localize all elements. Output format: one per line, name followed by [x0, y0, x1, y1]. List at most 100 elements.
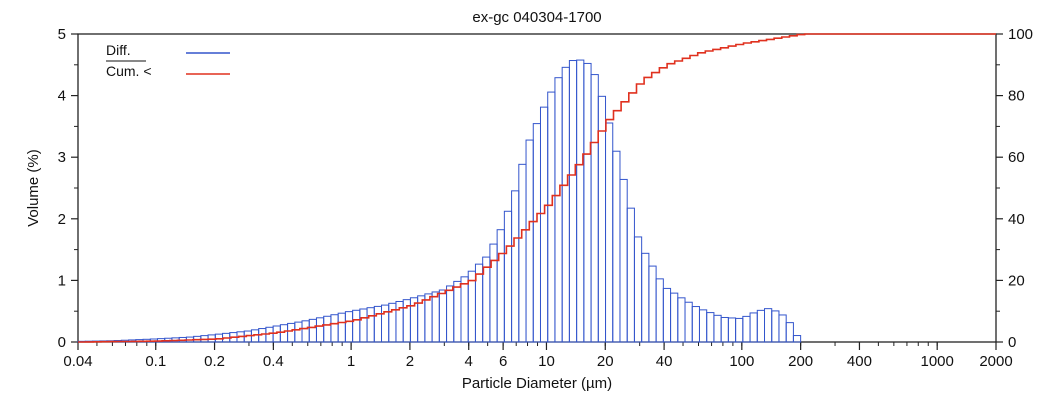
diff-bar — [583, 62, 592, 343]
y-axis-label: Volume (%) — [25, 149, 42, 227]
diff-bar — [301, 320, 310, 343]
diff-bar — [785, 322, 794, 343]
x-tick-label: 2 — [406, 353, 414, 370]
x-tick-label: 100 — [729, 353, 754, 370]
x-tick-label: 0.4 — [263, 353, 284, 370]
diff-bar — [511, 190, 520, 343]
diff-bar — [698, 309, 708, 343]
diff-bar — [496, 229, 505, 343]
diff-bar — [706, 312, 715, 343]
diff-bar — [576, 59, 585, 343]
diff-bar — [308, 318, 317, 343]
diff-bar — [619, 178, 628, 343]
diff-bar — [518, 163, 527, 343]
diff-bar — [424, 293, 433, 343]
x-tick-label: 0.04 — [63, 353, 92, 370]
diff-bar — [366, 307, 375, 343]
diff-bar — [655, 278, 664, 343]
diff-bar — [344, 311, 354, 343]
diff-bar — [431, 291, 440, 343]
diff-series — [77, 59, 802, 343]
diff-bar — [670, 292, 679, 343]
diff-bar — [612, 150, 621, 343]
x-tick-label: 400 — [847, 353, 872, 370]
y2-tick-label: 0 — [1008, 334, 1016, 351]
diff-bar — [713, 314, 722, 343]
diff-bar — [662, 287, 672, 343]
x-tick-label: 20 — [597, 353, 614, 370]
diff-bar — [467, 270, 476, 343]
diff-bar — [287, 322, 296, 343]
diff-bar — [597, 95, 607, 343]
diff-bar — [337, 312, 346, 343]
diff-bar — [720, 316, 729, 343]
diff-bar — [648, 265, 657, 343]
diff-bar — [778, 314, 787, 343]
diff-bar — [677, 297, 686, 343]
legend: Diff. Cum. < — [106, 42, 230, 79]
diff-bar — [532, 123, 541, 343]
diff-bar — [373, 305, 383, 343]
y2-tick-label: 60 — [1008, 149, 1025, 166]
diff-bar — [279, 324, 289, 343]
chart-title: ex-gc 040304-1700 — [472, 9, 601, 26]
y2-tick-label: 40 — [1008, 211, 1025, 228]
diff-bar — [438, 289, 448, 343]
diff-bar — [749, 312, 758, 343]
diff-bar — [568, 60, 578, 343]
diff-bar — [771, 310, 780, 343]
diff-bar — [453, 280, 462, 343]
y-tick-label: 5 — [58, 26, 66, 43]
legend-label-diff: Diff. — [106, 42, 131, 58]
diff-bar — [359, 308, 368, 343]
diff-bar — [735, 317, 744, 343]
diff-bar — [323, 315, 332, 343]
y-tick-label: 1 — [58, 272, 66, 289]
x-tick-label: 1000 — [921, 353, 954, 370]
y-tick-label: 2 — [58, 211, 66, 228]
cum-series-line — [78, 33, 996, 343]
diff-bar — [626, 207, 635, 343]
diff-bar — [446, 285, 455, 343]
y-tick-label: 0 — [58, 334, 66, 351]
diff-bar — [756, 309, 766, 343]
diff-bar — [547, 91, 556, 343]
diff-bar — [460, 276, 469, 343]
diff-bar — [727, 317, 737, 343]
diff-bar — [641, 252, 650, 343]
diff-bar — [684, 301, 693, 343]
diff-bar — [792, 335, 802, 343]
diff-bar — [561, 66, 570, 343]
diff-bar — [633, 236, 643, 343]
x-axis-label: Particle Diameter (µm) — [462, 375, 612, 392]
diff-bar — [605, 122, 614, 343]
diff-bar — [315, 317, 325, 343]
x-tick-label: 2000 — [979, 353, 1012, 370]
plot-frame — [77, 33, 997, 343]
diff-bar — [381, 304, 390, 343]
diff-bar — [554, 77, 563, 343]
diff-bar — [294, 321, 303, 343]
diff-bar — [590, 74, 599, 343]
diff-bar — [330, 314, 339, 343]
diff-bar — [742, 315, 751, 343]
x-tick-label: 4 — [465, 353, 473, 370]
x-tick-label: 200 — [788, 353, 813, 370]
y-tick-label: 4 — [58, 88, 66, 105]
x-tick-label: 0.2 — [204, 353, 225, 370]
diff-bar — [764, 308, 773, 343]
diff-bar — [352, 309, 361, 343]
diff-bar — [525, 139, 534, 343]
y-tick-label: 3 — [58, 149, 66, 166]
diff-bar — [489, 243, 498, 343]
legend-label-cum: Cum. < — [106, 63, 152, 79]
diff-bar — [691, 306, 700, 343]
x-tick-label: 10 — [538, 353, 555, 370]
x-tick-label: 0.1 — [145, 353, 166, 370]
y2-tick-label: 80 — [1008, 88, 1025, 105]
x-tick-label: 1 — [347, 353, 355, 370]
x-tick-label: 40 — [656, 353, 673, 370]
y2-tick-label: 20 — [1008, 272, 1025, 289]
